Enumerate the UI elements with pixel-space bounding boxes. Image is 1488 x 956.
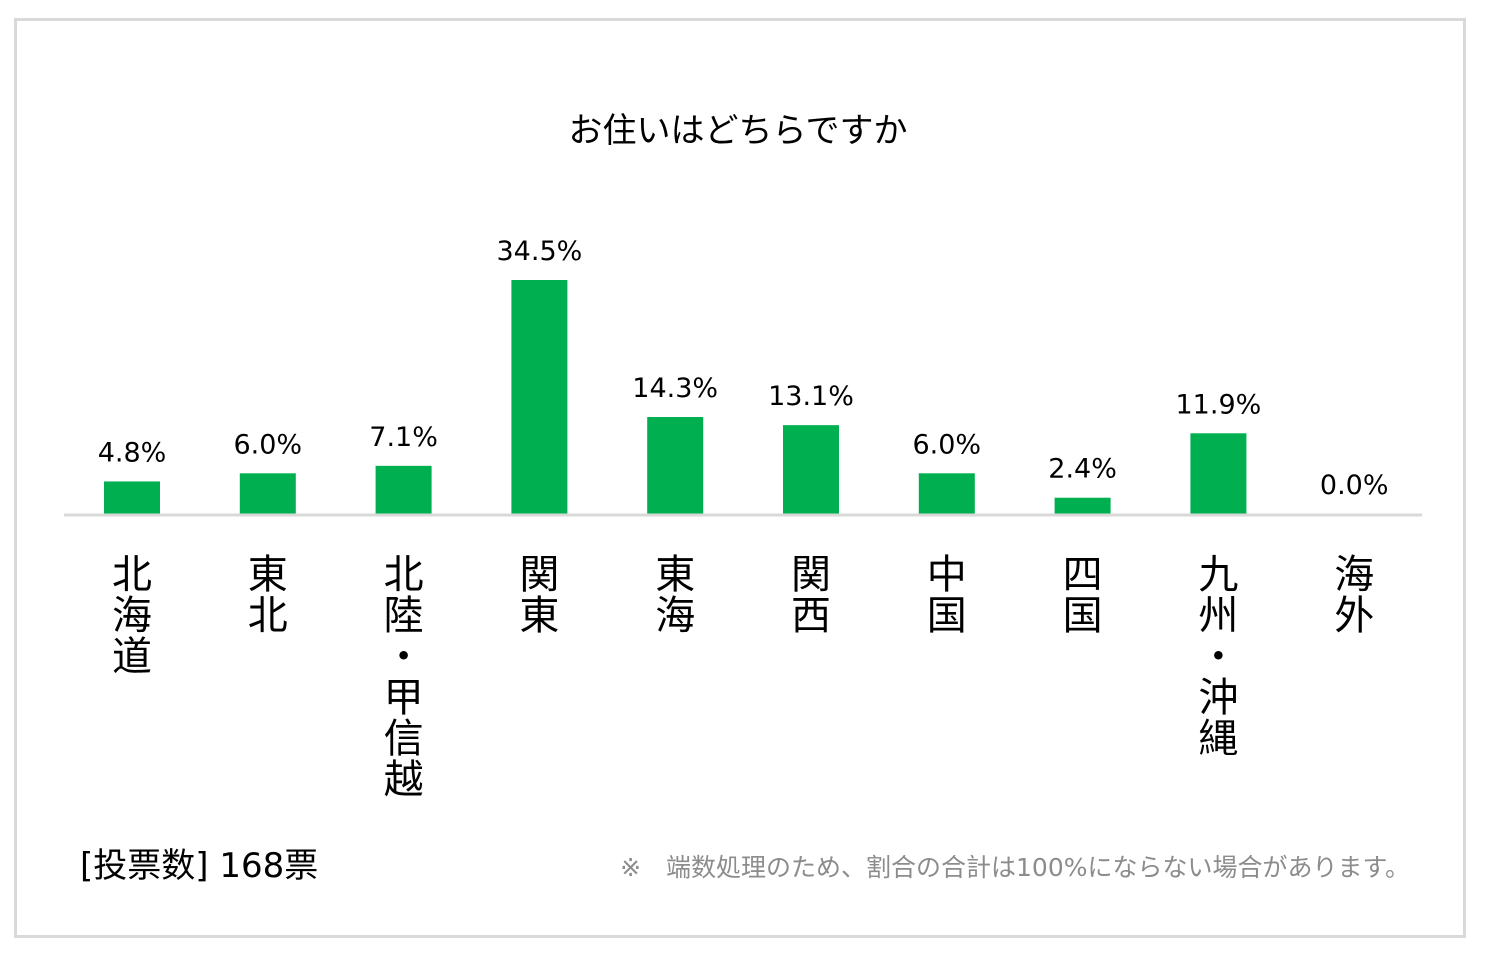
- bar-2: [375, 465, 432, 514]
- vote-count: [投票数] 168票: [80, 846, 319, 886]
- bar-5: [783, 425, 839, 514]
- chart-title: お住いはどちらですか: [569, 111, 908, 151]
- value-label-6: 6.0%: [912, 429, 981, 460]
- category-label-0: 北海道: [112, 552, 152, 680]
- category-label-4: 東海: [655, 552, 695, 639]
- bar-3: [511, 280, 568, 514]
- bar-0: [104, 481, 160, 514]
- bar-1: [239, 473, 296, 514]
- category-label-1: 東北: [248, 552, 288, 639]
- value-label-2: 7.1%: [369, 422, 438, 453]
- value-label-0: 4.8%: [98, 437, 167, 468]
- bar-7: [1054, 497, 1111, 514]
- bar-4: [647, 417, 704, 514]
- value-label-4: 14.3%: [632, 373, 718, 404]
- rounding-note: ※ 端数処理のため、割合の合計は100%にならない場合があります。: [620, 853, 1410, 882]
- category-label-2: 北陸・甲信越: [384, 552, 424, 803]
- category-label-3: 関東: [519, 552, 559, 639]
- value-label-7: 2.4%: [1048, 454, 1117, 485]
- value-label-3: 34.5%: [497, 236, 583, 267]
- value-label-9: 0.0%: [1320, 470, 1389, 501]
- category-label-5: 関西: [791, 552, 831, 639]
- bar-8: [1190, 433, 1247, 514]
- category-label-6: 中国: [927, 552, 967, 639]
- category-label-8: 九州・沖縄: [1198, 552, 1238, 762]
- category-label-7: 四国: [1063, 552, 1103, 639]
- category-label-9: 海外: [1334, 552, 1374, 639]
- value-label-8: 11.9%: [1176, 389, 1262, 420]
- value-label-5: 13.1%: [768, 381, 854, 412]
- value-label-1: 6.0%: [233, 429, 302, 460]
- bar-6: [918, 473, 975, 514]
